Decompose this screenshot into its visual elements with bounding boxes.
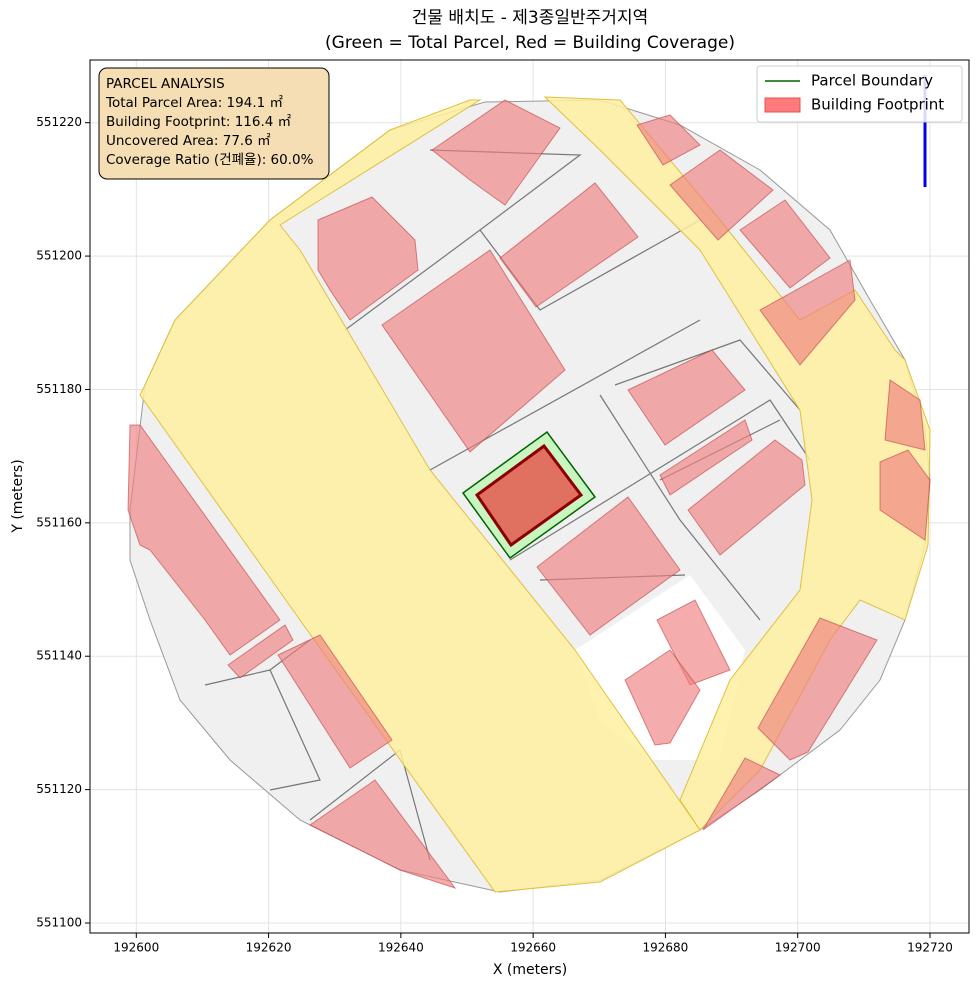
annotation-box <box>98 67 330 180</box>
y-tick-label: 551160 <box>36 515 82 529</box>
y-tick-label: 551100 <box>36 915 82 929</box>
legend-box <box>756 65 963 123</box>
legend-label: Parcel Boundary <box>811 72 933 90</box>
y-axis-label: Y (meters) <box>10 459 26 533</box>
x-tick-label: 192700 <box>775 941 821 955</box>
annotation-line: PARCEL ANALYSIS <box>106 76 225 92</box>
y-tick-label: 551200 <box>36 249 82 263</box>
building-highlight <box>474 443 584 548</box>
y-tick-label: 551180 <box>36 382 82 396</box>
chart-subtitle: (Green = Total Parcel, Red = Building Co… <box>325 33 735 53</box>
chart-title: 건물 배치도 - 제3종일반주거지역 <box>412 8 648 28</box>
y-tick-label: 551140 <box>36 649 82 663</box>
x-axis-label: X (meters) <box>493 962 567 978</box>
buildings <box>127 99 931 889</box>
annotation-line: Building Footprint: 116.4 ㎡ <box>106 114 292 130</box>
y-tick-label: 551120 <box>36 782 82 796</box>
x-tick-label: 192720 <box>907 941 953 955</box>
x-tick-label: 192620 <box>246 941 292 955</box>
legend: Parcel Boundary Building Footprint <box>764 72 944 114</box>
map-layer <box>127 75 931 893</box>
legend-swatch <box>764 97 801 113</box>
x-tick-label: 192640 <box>378 941 424 955</box>
annotation-line: Uncovered Area: 77.6 ㎡ <box>106 133 271 149</box>
annotation-line: Coverage Ratio (건폐율): 60.0% <box>106 152 314 168</box>
legend-label: Building Footprint <box>811 96 944 114</box>
axes: 192600 192620 192640 192660 192680 192700 1927… <box>36 115 953 954</box>
annotation: PARCEL ANALYSIS Total Parcel Area: 194.1 … <box>105 76 314 168</box>
x-tick-label: 192660 <box>510 941 556 955</box>
annotation-line: Total Parcel Area: 194.1 ㎡ <box>105 95 283 111</box>
plot-frame <box>89 59 970 934</box>
road <box>139 99 701 893</box>
y-tick-label: 551220 <box>36 115 82 129</box>
x-tick-label: 192600 <box>113 941 159 955</box>
x-tick-label: 192680 <box>643 941 689 955</box>
